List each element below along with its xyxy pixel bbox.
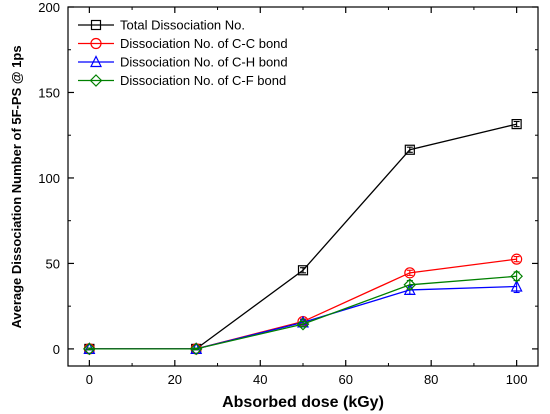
legend-marker <box>89 74 103 87</box>
data-point <box>510 279 523 292</box>
data-point <box>296 317 310 331</box>
y-axis-title: Average Dissociation Number of 5F-PS @ 1… <box>9 45 24 328</box>
legend: Total Dissociation No. Dissociation No. o… <box>78 18 288 88</box>
series-line <box>89 275 517 350</box>
series-4 <box>83 269 523 356</box>
data-point <box>404 267 416 279</box>
y-tick-label: 150 <box>38 85 60 100</box>
legend-item: Dissociation No. of C-C bond <box>78 36 288 51</box>
x-tick-label: 100 <box>506 372 528 387</box>
legend-marker <box>90 37 102 50</box>
y-tick-label: 50 <box>46 256 60 271</box>
legend-label: Dissociation No. of C-F bond <box>120 73 286 88</box>
legend-marker <box>90 19 102 31</box>
x-axis-title: Absorbed dose (kGy) <box>222 394 384 411</box>
x-tick-label: 0 <box>86 372 93 387</box>
data-point <box>189 342 203 356</box>
x-tick-label: 40 <box>253 372 267 387</box>
series-line <box>89 123 517 350</box>
legend-item: Dissociation No. of C-H bond <box>78 55 288 70</box>
legend-item: Dissociation No. of C-F bond <box>78 73 286 88</box>
legend-label: Dissociation No. of C-C bond <box>120 36 288 51</box>
y-tick-label: 100 <box>38 171 60 186</box>
y-tick-label: 200 <box>38 0 60 15</box>
data-point <box>297 265 309 276</box>
data-point <box>510 269 523 283</box>
data-point <box>83 342 96 356</box>
data-point <box>403 278 417 292</box>
x-tick-label: 80 <box>424 372 438 387</box>
legend-marker <box>90 55 102 68</box>
legend-label: Total Dissociation No. <box>120 18 245 33</box>
x-tick-label: 60 <box>338 372 352 387</box>
data-point <box>511 119 522 130</box>
data-point <box>511 253 523 265</box>
series-layer <box>83 119 523 356</box>
legend-label: Dissociation No. of C-H bond <box>120 55 288 70</box>
series-3 <box>83 279 523 355</box>
legend-item: Total Dissociation No. <box>78 18 245 33</box>
x-tick-label: 20 <box>168 372 182 387</box>
axis-ticks: 0 20 40 60 80 100 0 50 100 150 200 <box>38 0 538 387</box>
y-tick-label: 0 <box>53 342 60 357</box>
data-point <box>404 144 415 155</box>
